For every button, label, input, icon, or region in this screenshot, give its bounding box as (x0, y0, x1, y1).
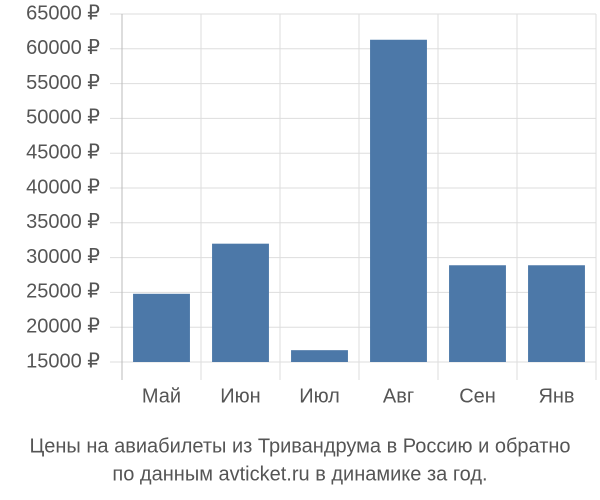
y-tick-label: 35000 ₽ (26, 211, 100, 233)
bar (370, 39, 427, 362)
y-tick-label: 25000 ₽ (26, 281, 100, 303)
x-tick-label: Май (142, 385, 181, 407)
y-tick-label: 20000 ₽ (26, 315, 100, 337)
y-tick-label: 40000 ₽ (26, 176, 100, 198)
caption-line: по данным avticket.ru в динамике за год. (112, 463, 487, 485)
bar (449, 265, 506, 362)
x-tick-label: Янв (538, 385, 574, 407)
y-tick-label: 45000 ₽ (26, 141, 100, 163)
x-tick-label: Авг (383, 385, 414, 407)
y-tick-label: 50000 ₽ (26, 107, 100, 129)
x-tick-label: Июн (220, 385, 260, 407)
x-tick-label: Июл (299, 385, 340, 407)
x-tick-label: Сен (459, 385, 496, 407)
caption-line: Цены на авиабилеты из Тривандрума в Росс… (29, 435, 570, 457)
y-tick-label: 65000 ₽ (26, 2, 100, 24)
bar (528, 265, 585, 362)
bar (133, 293, 190, 362)
bar (291, 350, 348, 362)
y-tick-label: 60000 ₽ (26, 37, 100, 59)
y-tick-label: 55000 ₽ (26, 72, 100, 94)
y-tick-label: 15000 ₽ (26, 350, 100, 372)
bar (212, 243, 269, 362)
y-tick-label: 30000 ₽ (26, 246, 100, 268)
